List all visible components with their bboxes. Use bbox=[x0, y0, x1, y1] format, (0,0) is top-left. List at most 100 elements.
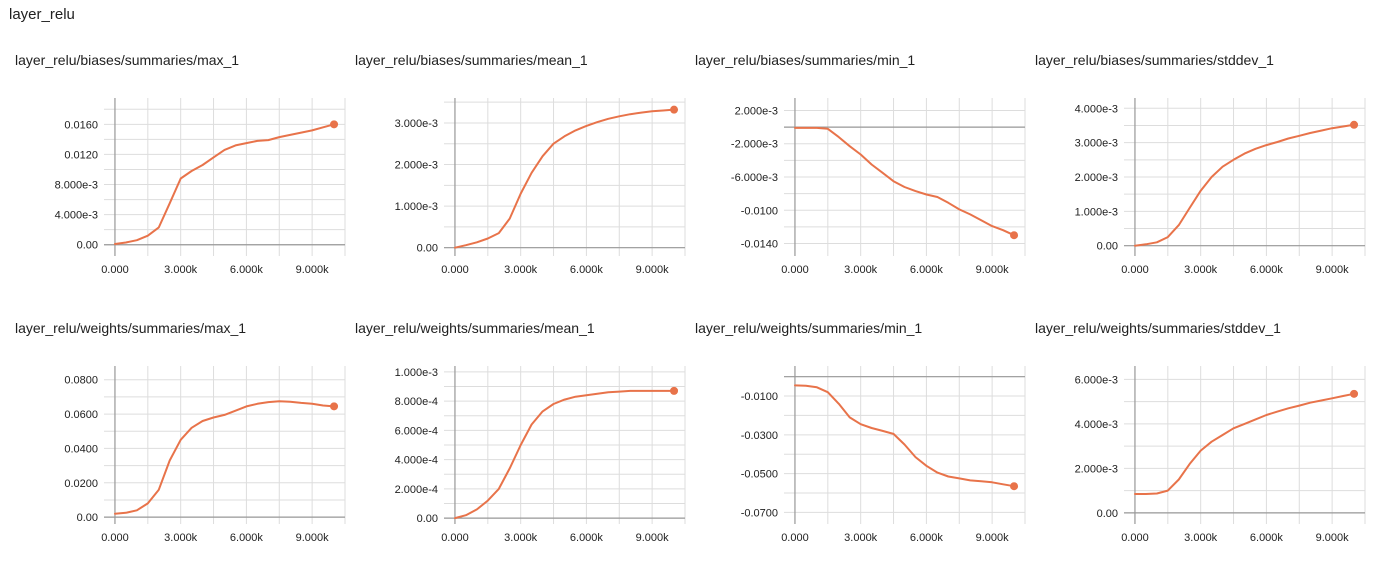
y-tick-label: 2.000e-3 bbox=[735, 105, 778, 117]
series-line bbox=[454, 389, 675, 520]
y-tick-label: 0.0800 bbox=[64, 375, 98, 387]
chart-title: layer_relu/weights/summaries/mean_1 bbox=[355, 320, 595, 336]
series-line bbox=[114, 400, 335, 515]
x-tick-label: 9.000k bbox=[296, 264, 330, 276]
series-end-point[interactable] bbox=[330, 402, 339, 411]
x-tick-label: 0.000 bbox=[441, 264, 469, 276]
grid bbox=[444, 98, 686, 256]
series-end-point[interactable] bbox=[1350, 120, 1359, 129]
chart-title: layer_relu/weights/summaries/min_1 bbox=[695, 320, 923, 336]
series-line bbox=[794, 384, 1015, 488]
y-tick-label: 0.00 bbox=[77, 512, 98, 524]
y-tick-label: -2.000e-3 bbox=[731, 139, 778, 151]
x-tick-label: 0.000 bbox=[1121, 532, 1149, 544]
x-tick-label: 0.000 bbox=[1121, 264, 1149, 276]
chart-plot[interactable]: 0.00 0.0200 0.0400 0.0600 0.0800 0.000 3.000k 6… bbox=[9, 320, 349, 550]
chart-plot[interactable]: 0.00 4.000e-3 8.000e-3 0.0120 0.0160 0.000 3.0… bbox=[9, 52, 349, 282]
chart-plot[interactable]: -0.0140 -0.0100 -6.000e-3 -2.000e-3 2.000e-3… bbox=[689, 52, 1029, 282]
x-tick-label: 9.000k bbox=[296, 532, 330, 544]
series-line bbox=[114, 123, 335, 245]
y-tick-label: 1.000e-3 bbox=[395, 367, 438, 379]
y-tick-label: 2.000e-3 bbox=[1075, 463, 1118, 475]
chart-card: layer_relu/weights/summaries/stddev_1 0.0… bbox=[1029, 320, 1369, 580]
y-tick-label: -0.0700 bbox=[741, 507, 778, 519]
y-tick-label: -0.0300 bbox=[741, 430, 778, 442]
x-tick-label: 6.000k bbox=[230, 264, 264, 276]
chart-plot[interactable]: -0.0700 -0.0500 -0.0300 -0.0100 0.000 3.000k 6… bbox=[689, 320, 1029, 550]
grid bbox=[784, 98, 1026, 256]
series-line bbox=[794, 126, 1015, 237]
y-tick-label: 0.00 bbox=[417, 513, 438, 525]
y-tick-label: 4.000e-3 bbox=[1075, 419, 1118, 431]
chart-plot[interactable]: 0.00 2.000e-3 4.000e-3 6.000e-3 0.000 3.000k 6… bbox=[1029, 320, 1369, 550]
y-tick-label: 0.0120 bbox=[64, 149, 98, 161]
x-tick-label: 6.000k bbox=[570, 264, 604, 276]
y-tick-label: 1.000e-3 bbox=[395, 201, 438, 213]
chart-card: layer_relu/weights/summaries/max_1 0.00 0.… bbox=[9, 320, 349, 580]
chart-title: layer_relu/biases/summaries/min_1 bbox=[695, 52, 916, 68]
x-tick-label: 3.000k bbox=[844, 532, 878, 544]
x-tick-label: 3.000k bbox=[1184, 264, 1218, 276]
y-tick-label: 4.000e-3 bbox=[55, 210, 98, 222]
chart-card: layer_relu/biases/summaries/max_1 0.00 4.0… bbox=[9, 52, 349, 312]
y-tick-label: 0.00 bbox=[77, 240, 98, 252]
y-tick-label: 2.000e-4 bbox=[395, 484, 438, 496]
series-end-point[interactable] bbox=[1010, 231, 1019, 240]
y-tick-label: 3.000e-3 bbox=[1075, 138, 1118, 150]
y-tick-label: -0.0100 bbox=[741, 205, 778, 217]
y-tick-label: 2.000e-3 bbox=[1075, 172, 1118, 184]
series-end-point[interactable] bbox=[330, 120, 339, 129]
x-tick-label: 0.000 bbox=[441, 532, 469, 544]
y-tick-label: -6.000e-3 bbox=[731, 172, 778, 184]
x-tick-label: 9.000k bbox=[636, 264, 670, 276]
x-tick-label: 9.000k bbox=[1316, 264, 1350, 276]
x-tick-label: 6.000k bbox=[910, 532, 944, 544]
series-end-point[interactable] bbox=[670, 105, 679, 114]
x-tick-label: 6.000k bbox=[1250, 532, 1284, 544]
x-tick-label: 3.000k bbox=[164, 264, 198, 276]
chart-card: layer_relu/biases/summaries/stddev_1 0.00… bbox=[1029, 52, 1369, 312]
chart-title: layer_relu/weights/summaries/stddev_1 bbox=[1035, 320, 1281, 336]
x-tick-label: 6.000k bbox=[570, 532, 604, 544]
y-tick-label: 3.000e-3 bbox=[395, 118, 438, 130]
series-end-point[interactable] bbox=[1010, 482, 1019, 491]
y-tick-label: 0.0400 bbox=[64, 443, 98, 455]
x-tick-label: 9.000k bbox=[976, 264, 1010, 276]
chart-card: layer_relu/biases/summaries/mean_1 0.00 1.… bbox=[349, 52, 689, 312]
y-tick-label: 0.0160 bbox=[64, 119, 98, 131]
x-tick-label: 9.000k bbox=[1316, 532, 1350, 544]
chart-plot[interactable]: 0.00 1.000e-3 2.000e-3 3.000e-3 0.000 3.000k 6… bbox=[349, 52, 689, 282]
y-tick-label: 1.000e-3 bbox=[1075, 206, 1118, 218]
series-line bbox=[1134, 392, 1355, 495]
grid bbox=[104, 98, 346, 256]
x-tick-label: 0.000 bbox=[101, 532, 129, 544]
y-tick-label: 4.000e-4 bbox=[395, 455, 438, 467]
x-tick-label: 9.000k bbox=[636, 532, 670, 544]
y-tick-label: -0.0500 bbox=[741, 469, 778, 481]
x-tick-label: 3.000k bbox=[164, 532, 198, 544]
x-tick-label: 6.000k bbox=[1250, 264, 1284, 276]
chart-card: layer_relu/biases/summaries/min_1 -0.0140… bbox=[689, 52, 1029, 312]
y-tick-label: 0.00 bbox=[417, 243, 438, 255]
y-tick-label: 6.000e-3 bbox=[1075, 374, 1118, 386]
y-tick-label: -0.0140 bbox=[741, 239, 778, 251]
chart-plot[interactable]: 0.00 1.000e-3 2.000e-3 3.000e-3 4.000e-3 0.00… bbox=[1029, 52, 1369, 282]
y-tick-label: 4.000e-3 bbox=[1075, 103, 1118, 115]
group-title: layer_relu bbox=[9, 6, 75, 23]
x-tick-label: 6.000k bbox=[910, 264, 944, 276]
series-end-point[interactable] bbox=[670, 386, 679, 395]
grid bbox=[1124, 366, 1366, 524]
series-line bbox=[1134, 123, 1355, 247]
x-tick-label: 3.000k bbox=[1184, 532, 1218, 544]
y-tick-label: 0.00 bbox=[1097, 241, 1118, 253]
series-end-point[interactable] bbox=[1350, 389, 1359, 398]
x-tick-label: 9.000k bbox=[976, 532, 1010, 544]
chart-card: layer_relu/weights/summaries/mean_1 0.00 2… bbox=[349, 320, 689, 580]
chart-plot[interactable]: 0.00 2.000e-4 4.000e-4 6.000e-4 8.000e-4 1.00… bbox=[349, 320, 689, 550]
x-tick-label: 0.000 bbox=[781, 532, 809, 544]
grid bbox=[104, 366, 346, 524]
y-tick-label: 8.000e-4 bbox=[395, 396, 438, 408]
y-tick-label: 6.000e-4 bbox=[395, 425, 438, 437]
x-tick-label: 3.000k bbox=[504, 264, 538, 276]
x-tick-label: 0.000 bbox=[781, 264, 809, 276]
